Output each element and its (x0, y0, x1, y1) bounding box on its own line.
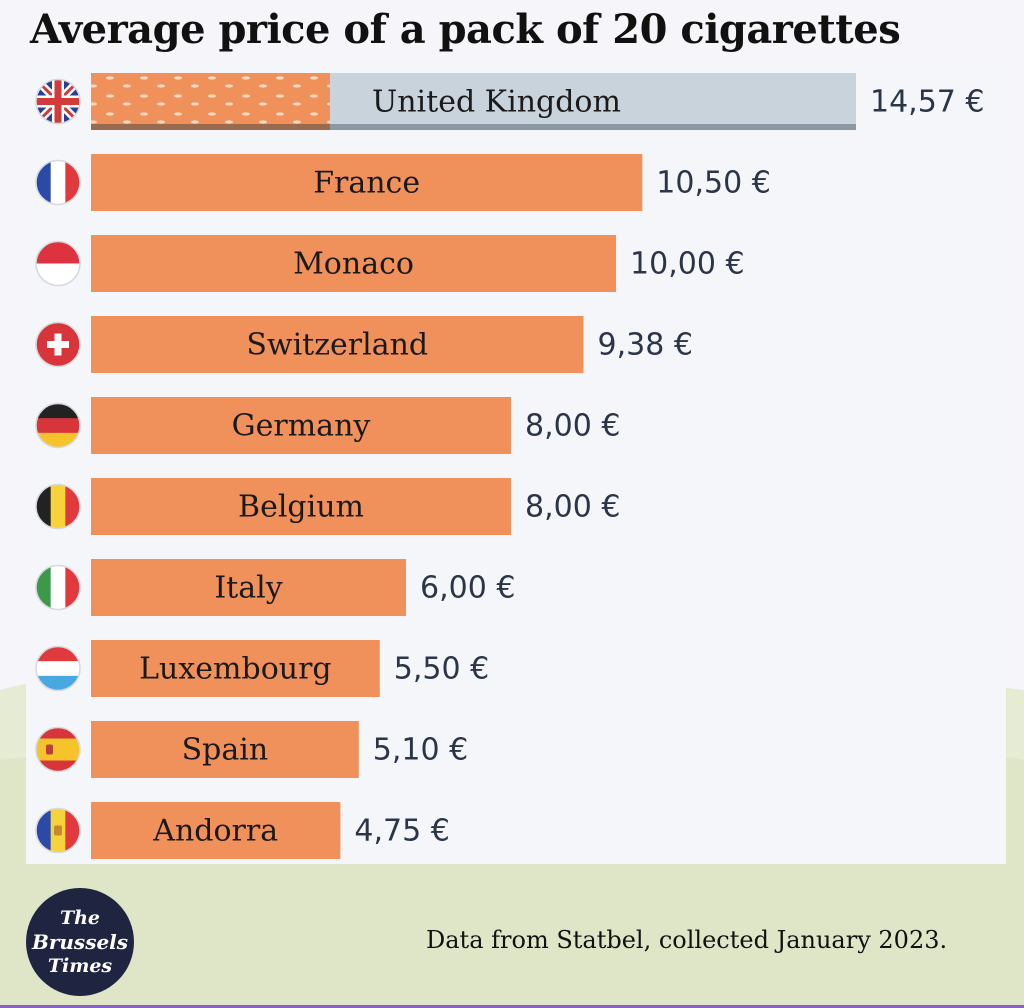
flag-border (35, 564, 81, 611)
monaco-flag-icon (36, 241, 80, 286)
bar-italy (91, 559, 407, 616)
bar-label-monaco: Monaco (293, 247, 414, 282)
bar-label-france: France (313, 166, 420, 201)
flag-border (35, 807, 81, 854)
bottom-border (0, 1005, 1024, 1008)
bar-belgium (91, 478, 512, 535)
value-label-italy: 6,00 € (420, 571, 515, 606)
source-note: Data from Statbel, collected January 202… (426, 926, 948, 954)
bar-uk-filter-band (91, 124, 856, 130)
bar-uk-ash-band (91, 124, 330, 130)
logo-line-2: Brussels (31, 930, 129, 954)
value-label-united-kingdom: 14,57 € (870, 85, 985, 120)
flag-border (35, 240, 81, 287)
value-label-switzerland: 9,38 € (597, 328, 692, 363)
value-label-monaco: 10,00 € (630, 247, 745, 282)
flag-border (35, 78, 81, 125)
spain-flag-icon (36, 727, 80, 772)
bar-label-germany: Germany (232, 409, 371, 444)
bar-andorra (91, 802, 341, 859)
bar-label-italy: Italy (214, 571, 282, 606)
bar-switzerland (91, 316, 584, 373)
flag-border (35, 726, 81, 773)
flag-border (35, 159, 81, 206)
logo-line-1: The (59, 907, 101, 929)
bar-label-belgium: Belgium (238, 490, 364, 525)
uk-flag-icon (36, 79, 80, 124)
bar-label-spain: Spain (182, 733, 269, 768)
bar-france (91, 154, 643, 211)
bar-monaco (91, 235, 617, 292)
bar-label-switzerland: Switzerland (246, 328, 428, 363)
value-label-belgium: 8,00 € (525, 490, 620, 525)
value-label-spain: 5,10 € (373, 733, 468, 768)
bar-label-united-kingdom: United Kingdom (372, 85, 621, 120)
bar-label-andorra: Andorra (152, 814, 278, 849)
bar-label-luxembourg: Luxembourg (139, 652, 332, 687)
flag-border (35, 321, 81, 368)
switzerland-flag-icon (36, 322, 80, 367)
flag-border (35, 402, 81, 449)
bar-chart: United Kingdom 14,57 € France 10,50 € Monaco… (35, 73, 985, 859)
chart-title: Average price of a pack of 20 cigarettes (30, 6, 901, 53)
flag-border (35, 483, 81, 530)
bar-united-kingdom (91, 73, 330, 130)
value-label-france: 10,50 € (656, 166, 771, 201)
andorra-flag-icon (36, 808, 80, 853)
value-label-germany: 8,00 € (525, 409, 620, 444)
bar-spain (91, 721, 359, 778)
value-label-luxembourg: 5,50 € (394, 652, 489, 687)
bar-luxembourg (91, 640, 380, 697)
brussels-times-logo: The Brussels Times (26, 888, 134, 996)
bar-germany (91, 397, 512, 454)
flag-border (35, 645, 81, 692)
logo-line-3: Times (47, 955, 113, 977)
value-label-andorra: 4,75 € (354, 814, 449, 849)
